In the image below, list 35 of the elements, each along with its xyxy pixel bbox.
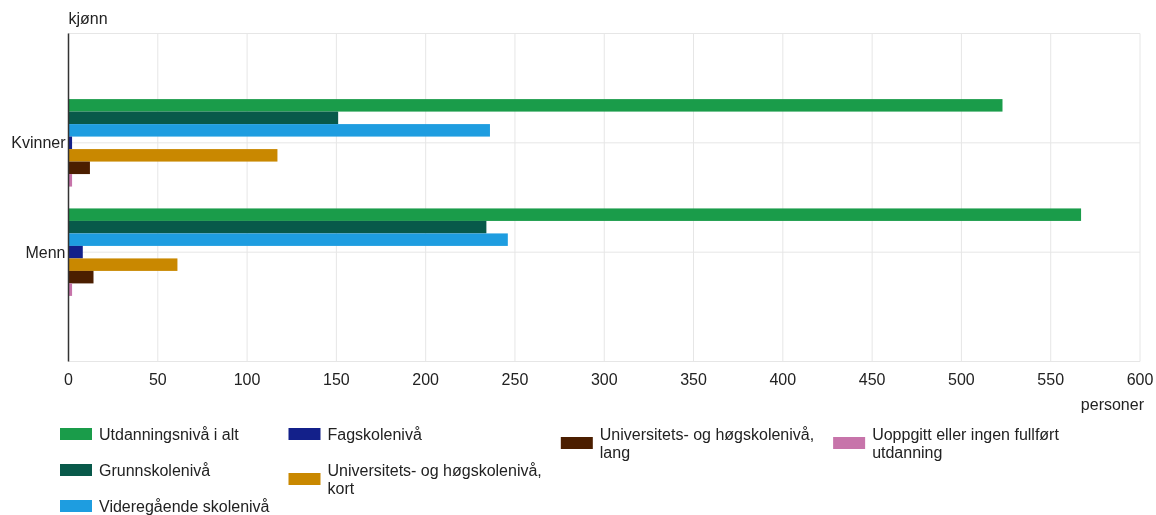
x-tick-label: 0 [64,371,74,388]
x-tick-label: 200 [412,371,440,388]
x-tick-label: 550 [1037,371,1065,388]
x-tick-label: 50 [148,371,167,388]
bar [68,99,1003,112]
x-tick-label: 500 [948,371,975,388]
bar [68,233,508,246]
legend-label: Uoppgitt eller ingen fullført utdanning [872,425,1060,461]
legend-label: Grunnskolenivå [99,461,211,479]
y-tick-label: Kvinner [11,134,67,152]
x-axis-title: personer [1080,395,1145,413]
legend-label: Utdanningsnivå i alt [99,425,240,443]
legend-label: Videregående skolenivå [99,497,270,515]
bar [68,270,94,284]
x-tick-label: 600 [1126,371,1154,388]
x-tick-label: 450 [858,371,886,388]
x-tick-label: 250 [501,371,529,388]
x-tick-label: 100 [233,371,261,388]
bar [68,111,339,125]
legend-label: Universitets- og høgskolenivå, lang [599,425,815,461]
legend-label: Universitets- og høgskolenivå, kort [327,461,542,497]
bar [68,161,90,175]
bar [68,124,490,137]
bar [68,245,83,259]
x-tick-label: 400 [769,371,797,388]
bar [68,149,278,162]
legend-label: Fagskolenivå [327,425,422,443]
x-tick-label: 350 [680,371,707,388]
y-axis-title: kjønn [68,9,108,27]
bar [68,220,487,234]
x-tick-label: 300 [590,371,618,388]
y-tick-label: Menn [25,243,66,261]
bar [68,258,178,271]
x-tick-label: 150 [323,371,350,388]
bar [68,208,1082,221]
